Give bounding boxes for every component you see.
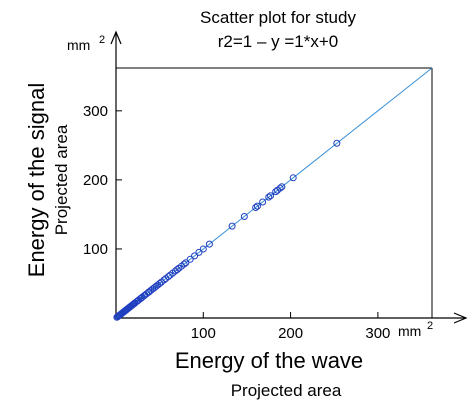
data-point — [156, 279, 164, 287]
chart-subtitle: r2=1 – y =1*x+0 — [218, 32, 339, 51]
y-tick-label: 300 — [83, 103, 108, 120]
data-point — [289, 174, 297, 182]
fit-line — [115, 67, 433, 319]
y-tick-label: 100 — [83, 241, 108, 258]
y-tick-label: 200 — [83, 172, 108, 189]
data-point — [267, 192, 275, 200]
data-point — [272, 188, 280, 196]
x-axis-arrow — [453, 312, 468, 324]
data-point — [180, 260, 188, 268]
x-axis-title: Energy of the wave — [175, 348, 363, 373]
data-point — [205, 240, 213, 248]
data-point — [164, 273, 172, 281]
data-point — [276, 184, 284, 192]
data-point — [253, 202, 261, 210]
data-point — [259, 198, 267, 206]
data-point — [240, 212, 248, 220]
data-point — [333, 139, 341, 147]
data-point — [228, 222, 236, 230]
data-points — [113, 139, 341, 321]
data-point — [195, 248, 203, 256]
y-axis-title: Energy of the signal — [24, 83, 49, 277]
x-axis-subtitle: Projected area — [231, 381, 342, 400]
data-point — [265, 193, 273, 201]
y-axis-arrow — [110, 30, 122, 45]
x-tick-label: 200 — [278, 325, 303, 342]
x-unit-label: mm — [398, 323, 421, 339]
y-unit-exponent: 2 — [99, 34, 105, 46]
chart-title: Scatter plot for study — [200, 8, 356, 27]
x-tick-label: 100 — [191, 325, 216, 342]
data-point — [278, 183, 286, 191]
y-unit-label: mm — [67, 37, 90, 53]
data-point — [252, 204, 260, 212]
data-point — [191, 252, 199, 260]
tick-group: 100 200 300 100 200 300 — [83, 103, 390, 342]
y-axis-subtitle: Projected area — [52, 124, 71, 235]
data-point — [173, 266, 181, 274]
data-point — [186, 255, 194, 263]
data-point — [160, 276, 168, 284]
data-point — [199, 245, 207, 253]
data-point — [182, 259, 190, 267]
x-tick-label: 300 — [365, 325, 390, 342]
x-unit-exponent: 2 — [427, 320, 433, 332]
